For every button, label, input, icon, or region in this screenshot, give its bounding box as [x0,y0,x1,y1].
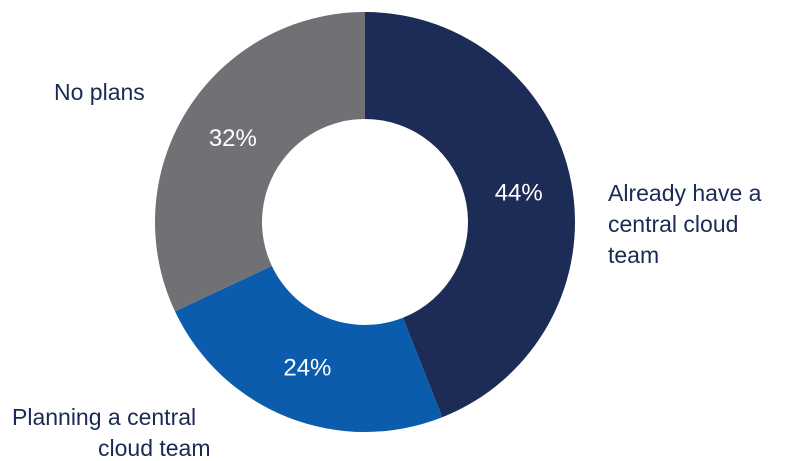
slice-value-label-2: 32% [209,125,257,152]
donut-slice-1 [174,265,443,432]
donut-slice-2 [154,12,365,312]
slice-value-label-0: 44% [495,180,543,207]
donut-slice-0 [365,12,575,418]
donut-slices [154,12,575,432]
slice-value-labels: 44% 24% 32% [209,125,543,381]
label-no-plans: No plans [54,79,145,105]
slice-value-label-1: 24% [283,355,331,382]
label-already-have: Already have a central cloud team [608,180,768,268]
label-planning: Planning a central cloud team [12,404,211,461]
